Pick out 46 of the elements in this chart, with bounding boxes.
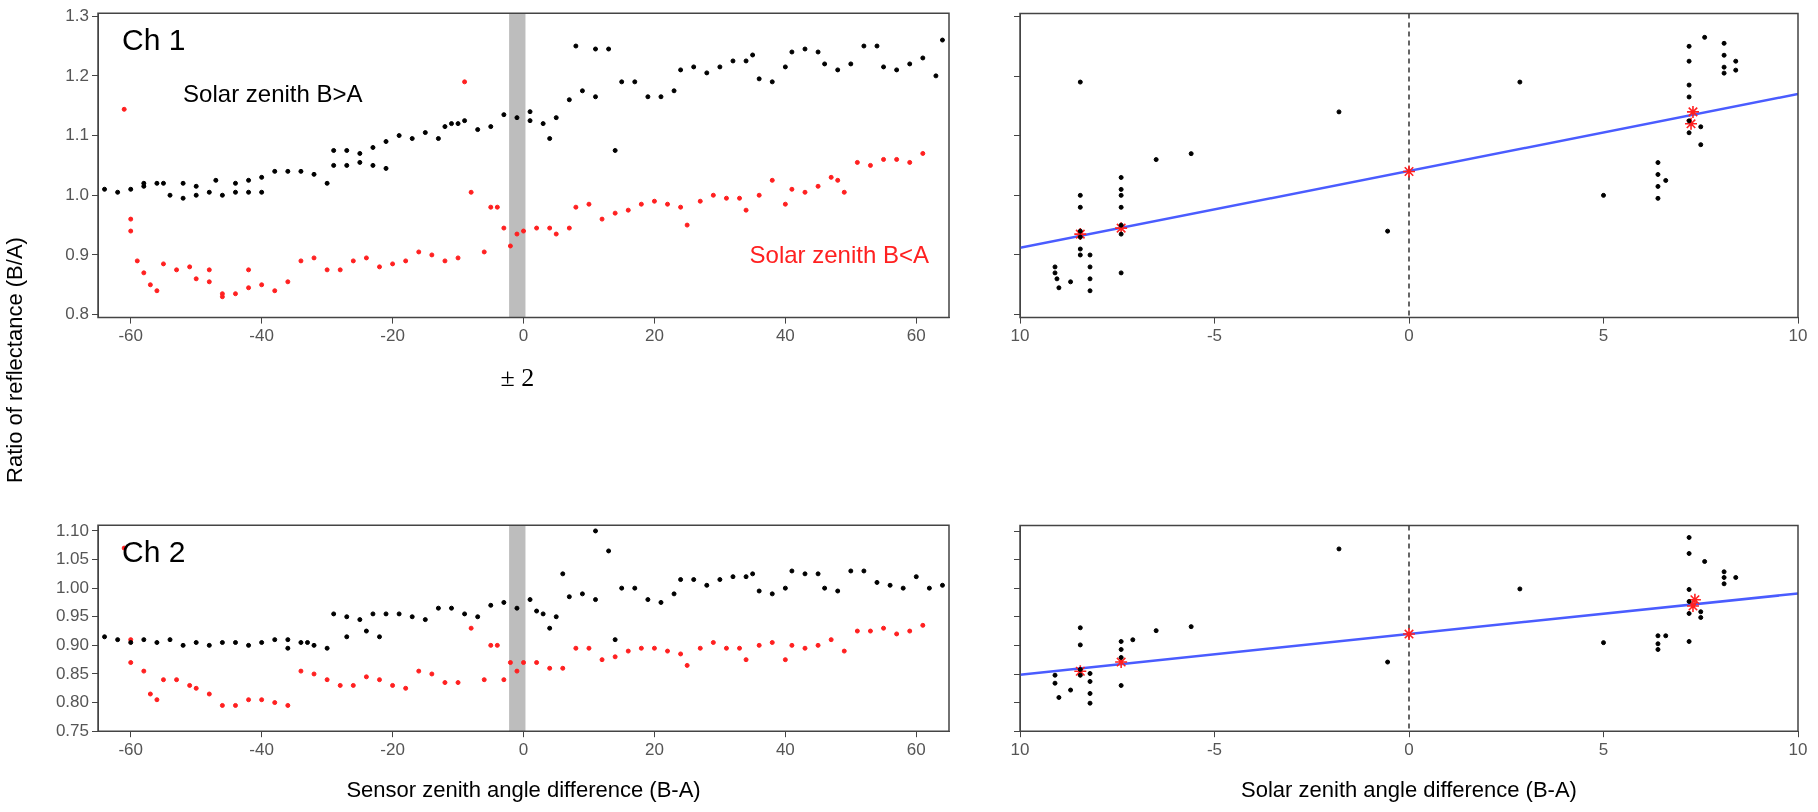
band-label: ± 2 — [500, 363, 535, 393]
y-tick-label: 0.95 — [55, 606, 89, 626]
y-tick-label: 1.1 — [65, 125, 89, 145]
x-tick-label: -20 — [380, 740, 405, 760]
x-tick-label: 0 — [1404, 740, 1414, 760]
x-tick-label: 0 — [518, 740, 529, 760]
x-tick-label: 20 — [644, 740, 664, 760]
x-tick-label: 40 — [775, 326, 795, 346]
text: Solar zenith B>A — [183, 80, 363, 108]
x-tick-label: -40 — [249, 326, 274, 346]
x-tick-label: 5 — [1598, 326, 1609, 346]
x-tick-label: -40 — [249, 740, 274, 760]
y-tick-label: 1.0 — [65, 184, 89, 204]
y-tick-label: 0.8 — [65, 304, 89, 324]
y-tick-label: 0.75 — [55, 720, 89, 740]
x-tick-label: -5 — [1206, 740, 1223, 760]
x-tick-label: 10 — [1788, 326, 1808, 346]
x-tick-label: 40 — [775, 740, 795, 760]
y-axis-title: Ratio of reflectance (B/A) — [2, 237, 28, 483]
x-tick-label: 60 — [906, 740, 926, 760]
chart-title: Ch 1 — [122, 23, 186, 57]
y-tick-label: 1.10 — [55, 520, 89, 540]
y-tick-label: 0.85 — [55, 663, 89, 683]
x-tick-label: 0 — [518, 326, 529, 346]
y-tick-label: 0.90 — [55, 635, 89, 655]
x-tick-label: 10 — [1010, 326, 1030, 346]
x-tick-label: 5 — [1598, 740, 1609, 760]
x-tick-label: 60 — [906, 326, 926, 346]
x-tick-label: 20 — [644, 326, 664, 346]
x-tick-label: 0 — [1404, 326, 1414, 346]
y-tick-label: 1.3 — [65, 5, 89, 25]
y-tick-label: 0.80 — [55, 692, 89, 712]
x-axis-title: Solar zenith angle difference (B-A) — [1241, 776, 1577, 802]
x-tick-label: 10 — [1788, 740, 1808, 760]
y-tick-label: 0.9 — [65, 244, 89, 264]
x-axis-title: Sensor zenith angle difference (B-A) — [346, 776, 701, 802]
x-tick-label: -60 — [118, 326, 144, 346]
text: Solar zenith B<A — [749, 241, 929, 269]
chart-title: Ch 2 — [122, 535, 186, 569]
x-tick-label: -20 — [380, 326, 405, 346]
y-tick-label: 1.05 — [55, 549, 89, 569]
x-tick-label: 10 — [1010, 740, 1030, 760]
x-tick-label: -5 — [1206, 326, 1223, 346]
y-tick-label: 1.2 — [65, 65, 89, 85]
y-tick-label: 1.00 — [55, 577, 89, 597]
x-tick-label: -60 — [118, 740, 144, 760]
